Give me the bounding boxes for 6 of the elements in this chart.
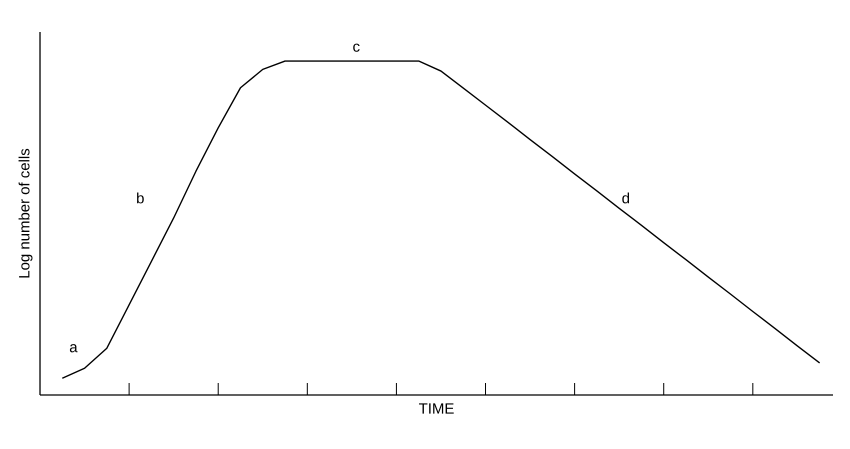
annotation: a <box>70 344 78 352</box>
y-axis-title: Log number of cells <box>18 148 32 278</box>
x-axis-title: TIME <box>418 403 454 414</box>
annotation: d <box>622 192 630 204</box>
text: c <box>353 44 360 52</box>
annotation: b <box>137 192 144 204</box>
